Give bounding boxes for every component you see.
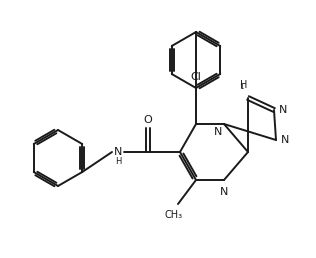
Text: N: N xyxy=(114,147,122,157)
Text: H: H xyxy=(115,157,121,165)
Text: CH₃: CH₃ xyxy=(165,210,183,220)
Text: N: N xyxy=(214,127,222,137)
Text: H: H xyxy=(240,80,247,90)
Text: Cl: Cl xyxy=(191,72,201,82)
Text: N: N xyxy=(220,187,228,197)
Text: N: N xyxy=(279,105,287,115)
Text: N: N xyxy=(281,135,289,145)
Text: O: O xyxy=(144,115,152,125)
Text: 1: 1 xyxy=(240,84,244,90)
